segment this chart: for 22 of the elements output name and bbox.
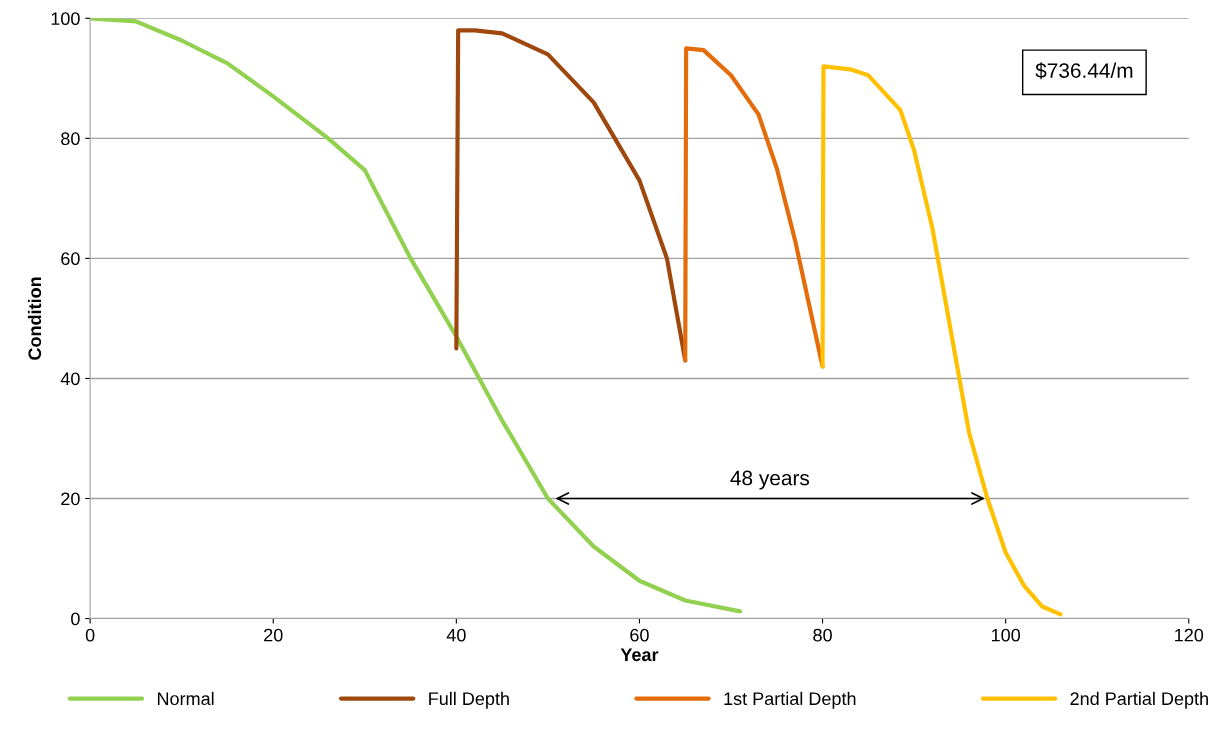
legend-label: 1st Partial Depth: [724, 691, 856, 709]
y-tick-label: 100: [51, 12, 80, 26]
legend-label: Normal: [157, 691, 214, 706]
y-tick-label: 0: [71, 612, 80, 626]
x-tick-label: 80: [813, 628, 832, 642]
legend-label: 2nd Partial Depth: [1070, 691, 1208, 709]
y-tick-label: 40: [60, 372, 80, 386]
x-tick-label: 20: [264, 628, 283, 642]
annotation: $736.44/m: [1035, 62, 1133, 80]
y-axis-title: Condition: [27, 277, 42, 360]
annotation: 48 years: [730, 470, 810, 490]
y-tick-label: 80: [61, 132, 80, 146]
y-tick-label: 20: [61, 492, 80, 506]
y-tick-label: 60: [61, 252, 80, 266]
x-tick-label: 100: [991, 628, 1021, 642]
x-tick-label: 0: [85, 628, 95, 642]
x-tick-label: 120: [1175, 628, 1204, 642]
line-series: [683, 46, 825, 369]
legend-label: Full Depth: [429, 691, 509, 709]
x-tick-label: 60: [630, 628, 649, 642]
x-tick-label: 40: [446, 628, 466, 642]
x-axis-title: Year: [620, 648, 659, 662]
